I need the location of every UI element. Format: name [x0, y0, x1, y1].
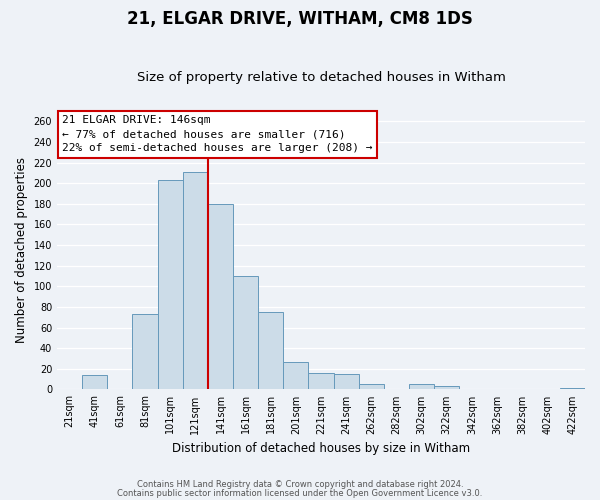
- Bar: [434, 386, 459, 390]
- Bar: [82, 375, 107, 390]
- Bar: [133, 314, 158, 390]
- Text: Contains public sector information licensed under the Open Government Licence v3: Contains public sector information licen…: [118, 488, 482, 498]
- X-axis label: Distribution of detached houses by size in Witham: Distribution of detached houses by size …: [172, 442, 470, 455]
- Bar: [308, 373, 334, 390]
- Text: Contains HM Land Registry data © Crown copyright and database right 2024.: Contains HM Land Registry data © Crown c…: [137, 480, 463, 489]
- Bar: [334, 374, 359, 390]
- Bar: [158, 180, 183, 390]
- Bar: [409, 384, 434, 390]
- Bar: [560, 388, 585, 390]
- Bar: [359, 384, 384, 390]
- Bar: [233, 276, 258, 390]
- Title: Size of property relative to detached houses in Witham: Size of property relative to detached ho…: [137, 70, 505, 84]
- Bar: [258, 312, 283, 390]
- Text: 21 ELGAR DRIVE: 146sqm
← 77% of detached houses are smaller (716)
22% of semi-de: 21 ELGAR DRIVE: 146sqm ← 77% of detached…: [62, 115, 373, 153]
- Y-axis label: Number of detached properties: Number of detached properties: [15, 157, 28, 343]
- Bar: [208, 204, 233, 390]
- Bar: [283, 362, 308, 390]
- Bar: [183, 172, 208, 390]
- Text: 21, ELGAR DRIVE, WITHAM, CM8 1DS: 21, ELGAR DRIVE, WITHAM, CM8 1DS: [127, 10, 473, 28]
